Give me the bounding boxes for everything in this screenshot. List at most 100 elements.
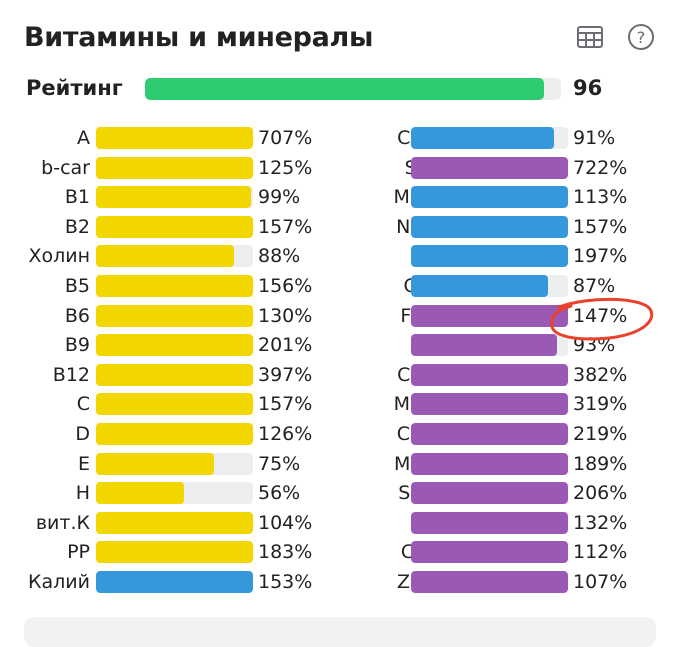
nutrient-percent: 157%: [258, 215, 313, 238]
vitamins-column: A 707% b-car 125% B1 99% B2 157% Холин 88% B5 156% B…: [0, 124, 312, 598]
nutrient-bar-fill: [411, 156, 568, 179]
nutrient-bar-fill: [411, 127, 554, 149]
nutrient-label: B9: [64, 334, 90, 357]
nutrient-label: B12: [52, 363, 90, 386]
nutrient-bar: [96, 511, 253, 534]
nutrient-bar: [411, 452, 568, 475]
nutrient-label: H: [75, 482, 90, 505]
nutrient-bar: [96, 570, 253, 593]
nutrient-bar: [411, 215, 568, 238]
nutrient-bar: [411, 274, 568, 297]
nutrient-row: Cu 219%: [340, 420, 640, 450]
nutrient-row: Zn 107%: [340, 568, 640, 598]
nutrient-bar-fill: [411, 363, 568, 386]
nutrient-row: E 75%: [0, 450, 300, 480]
nutrient-bar: [96, 156, 253, 179]
nutrient-label: Калий: [28, 570, 90, 593]
nutrient-bar-fill: [96, 245, 235, 268]
nutrient-row: PP 183%: [0, 538, 312, 568]
nutrient-percent: 130%: [258, 304, 313, 327]
nutrient-label: Холин: [28, 245, 90, 268]
nutrient-bar-fill: [411, 334, 557, 357]
next-section-card: [24, 617, 656, 647]
help-icon[interactable]: ?: [626, 22, 656, 52]
nutrient-label: E: [77, 452, 90, 475]
nutrient-label: C: [76, 393, 90, 416]
nutrient-bar: [411, 304, 568, 327]
nutrient-bar: [411, 570, 568, 593]
table-icon-graphic: [577, 26, 603, 48]
table-icon[interactable]: [575, 22, 605, 52]
nutrient-percent: 707%: [258, 127, 313, 149]
rating-label: Рейтинг: [26, 76, 123, 100]
nutrient-bar-fill: [411, 452, 568, 475]
nutrients-header: Витамины и минералы ?: [24, 18, 664, 62]
nutrient-percent: 88%: [258, 245, 301, 268]
minerals-column: Ca91%Si722%Mg113%Na157%P197%Cl87%Fe147%I…: [340, 124, 640, 598]
nutrient-bar: [411, 422, 568, 445]
nutrient-row: Si722%: [340, 154, 640, 184]
nutrient-percent: 397%: [258, 363, 313, 386]
nutrient-percent: 153%: [258, 570, 313, 593]
section-title: Витамины и минералы: [24, 22, 374, 53]
nutrient-label: B6: [64, 304, 90, 327]
nutrient-row: Холин 88%: [0, 242, 300, 272]
nutrient-bar-fill: [96, 156, 253, 179]
nutrient-bar: [96, 186, 253, 209]
nutrient-percent: 189%: [573, 452, 628, 475]
nutrient-row: F132%: [340, 509, 640, 539]
nutrient-bar-fill: [96, 215, 253, 238]
nutrient-bar-fill: [96, 452, 214, 475]
nutrient-percent: 206%: [573, 482, 628, 505]
nutrient-row: Mo 189%: [340, 450, 640, 480]
nutrient-bar-fill: [96, 186, 252, 209]
nutrient-bar-fill: [411, 245, 568, 268]
nutrient-row: H 56%: [0, 479, 300, 509]
nutrient-percent: 112%: [573, 541, 628, 564]
nutrient-label: B1: [64, 186, 90, 209]
nutrient-percent: 157%: [573, 215, 628, 238]
nutrient-label: A: [77, 127, 90, 149]
nutrient-bar: [96, 127, 253, 149]
nutrient-bar-fill: [96, 422, 253, 445]
nutrient-row: B12 397%: [0, 361, 312, 391]
nutrient-bar-fill: [96, 541, 253, 564]
nutrient-bar: [96, 422, 253, 445]
nutrient-row: Mg 113%: [340, 183, 640, 213]
nutrient-bar-fill: [96, 482, 184, 505]
nutrient-bar: [96, 541, 253, 564]
nutrient-row: b-car 125%: [0, 154, 312, 184]
nutrient-label: B2: [64, 215, 90, 238]
nutrient-percent: 56%: [258, 482, 301, 505]
nutrient-row: Fe147%: [340, 302, 640, 332]
nutrient-row: Cl87%: [340, 272, 640, 302]
nutrient-bar: [411, 186, 568, 209]
nutrient-bar-fill: [411, 274, 548, 297]
nutrient-bar: [96, 304, 253, 327]
nutrient-bar-fill: [96, 570, 253, 593]
nutrient-label: PP: [67, 541, 90, 564]
nutrient-percent: 382%: [573, 363, 628, 386]
rating-row: Рейтинг 96: [24, 72, 664, 108]
nutrient-bar: [411, 156, 568, 179]
nutrient-percent: 156%: [258, 274, 313, 297]
nutrient-row: B9 201%: [0, 331, 312, 361]
nutrient-row: Na 157%: [340, 213, 640, 243]
nutrient-percent: 147%: [573, 304, 628, 327]
nutrient-percent: 132%: [573, 511, 628, 534]
nutrient-bar: [96, 274, 253, 297]
nutrient-bar: [96, 245, 253, 268]
nutrient-bar-fill: [411, 570, 568, 593]
nutrient-bar-fill: [96, 511, 253, 534]
nutrient-bar-fill: [411, 482, 568, 505]
nutrient-bar: [411, 511, 568, 534]
nutrient-bar: [411, 541, 568, 564]
svg-text:?: ?: [637, 28, 646, 47]
nutrient-row: Mn 319%: [340, 390, 640, 420]
nutrient-bar-fill: [96, 127, 253, 149]
help-icon-graphic: ?: [628, 24, 654, 50]
nutrient-percent: 113%: [573, 186, 628, 209]
nutrient-percent: 93%: [573, 334, 616, 357]
nutrient-bar: [411, 482, 568, 505]
nutrient-row: Калий 153%: [0, 568, 312, 598]
